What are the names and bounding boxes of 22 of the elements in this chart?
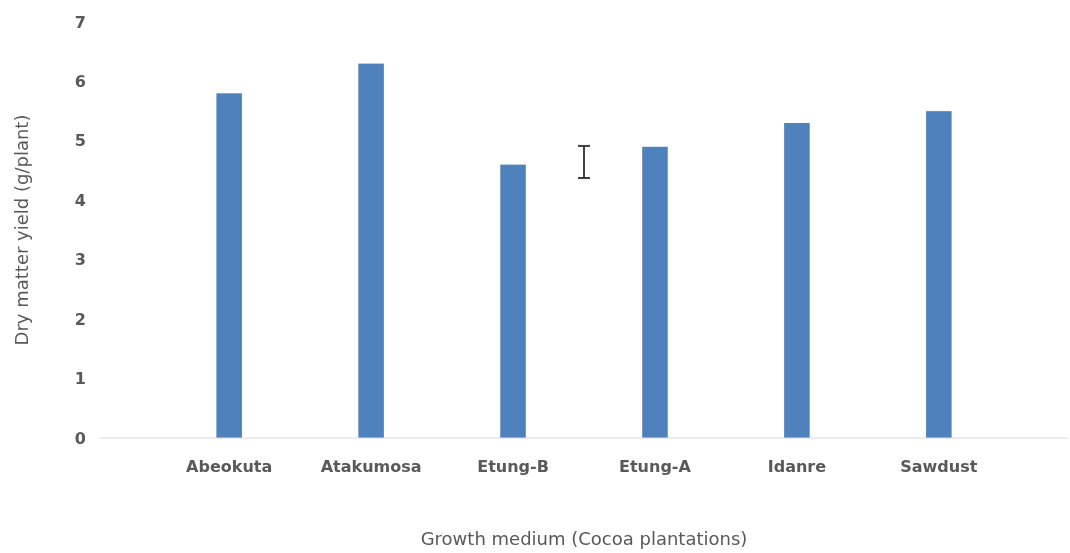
x-tick-label: Etung-B: [477, 457, 549, 476]
y-tick-label: 4: [74, 190, 86, 210]
bar: [500, 164, 526, 438]
x-tick-label: Abeokuta: [186, 457, 273, 476]
x-tick-label: Sawdust: [900, 457, 978, 476]
bar: [926, 111, 952, 438]
x-tick-label: Atakumosa: [320, 457, 422, 476]
bar: [642, 146, 668, 438]
x-axis-title: Growth medium (Cocoa plantations): [420, 528, 748, 549]
y-tick-label: 0: [74, 428, 86, 448]
y-tick-label: 2: [74, 309, 86, 329]
y-tick-label: 3: [74, 250, 86, 270]
bar: [216, 93, 242, 438]
x-tick-label: Etung-A: [619, 457, 692, 476]
y-tick-label: 5: [74, 131, 86, 151]
y-tick-label: 6: [74, 72, 86, 92]
y-axis-title: Dry matter yield (g/plant): [11, 114, 32, 346]
y-tick-label: 7: [74, 12, 86, 32]
bar: [784, 123, 810, 438]
bar: [358, 63, 384, 438]
y-tick-label: 1: [74, 369, 86, 389]
x-tick-label: Idanre: [767, 457, 827, 476]
